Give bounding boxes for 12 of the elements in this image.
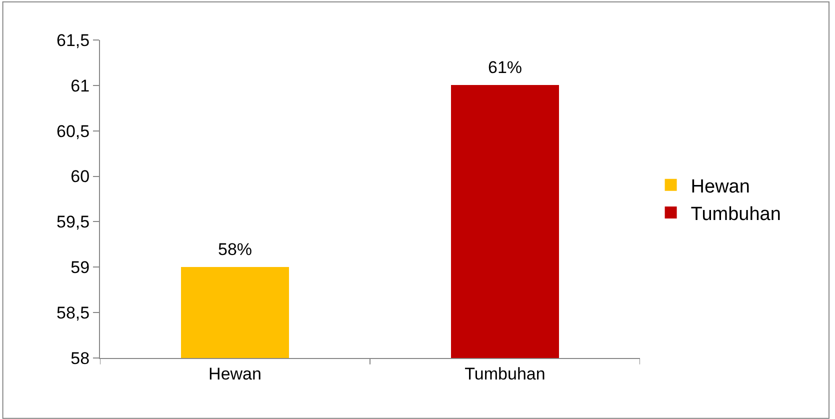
- legend-label: Tumbuhan: [690, 204, 781, 225]
- y-tick-label: 59: [70, 258, 90, 278]
- y-tick-label: 58: [70, 348, 90, 368]
- legend-label: Hewan: [690, 176, 750, 198]
- y-tick-label: 59,5: [56, 212, 90, 232]
- y-tick-label: 58,5: [56, 304, 90, 323]
- annotation: 58%: [218, 240, 252, 259]
- y-tick-label: 60,5: [56, 122, 90, 141]
- y-tick-label: 61: [70, 76, 90, 96]
- y-tick-label: 60: [70, 167, 90, 186]
- y-tick-label: 61,5: [56, 30, 90, 50]
- annotation: 61%: [488, 58, 522, 77]
